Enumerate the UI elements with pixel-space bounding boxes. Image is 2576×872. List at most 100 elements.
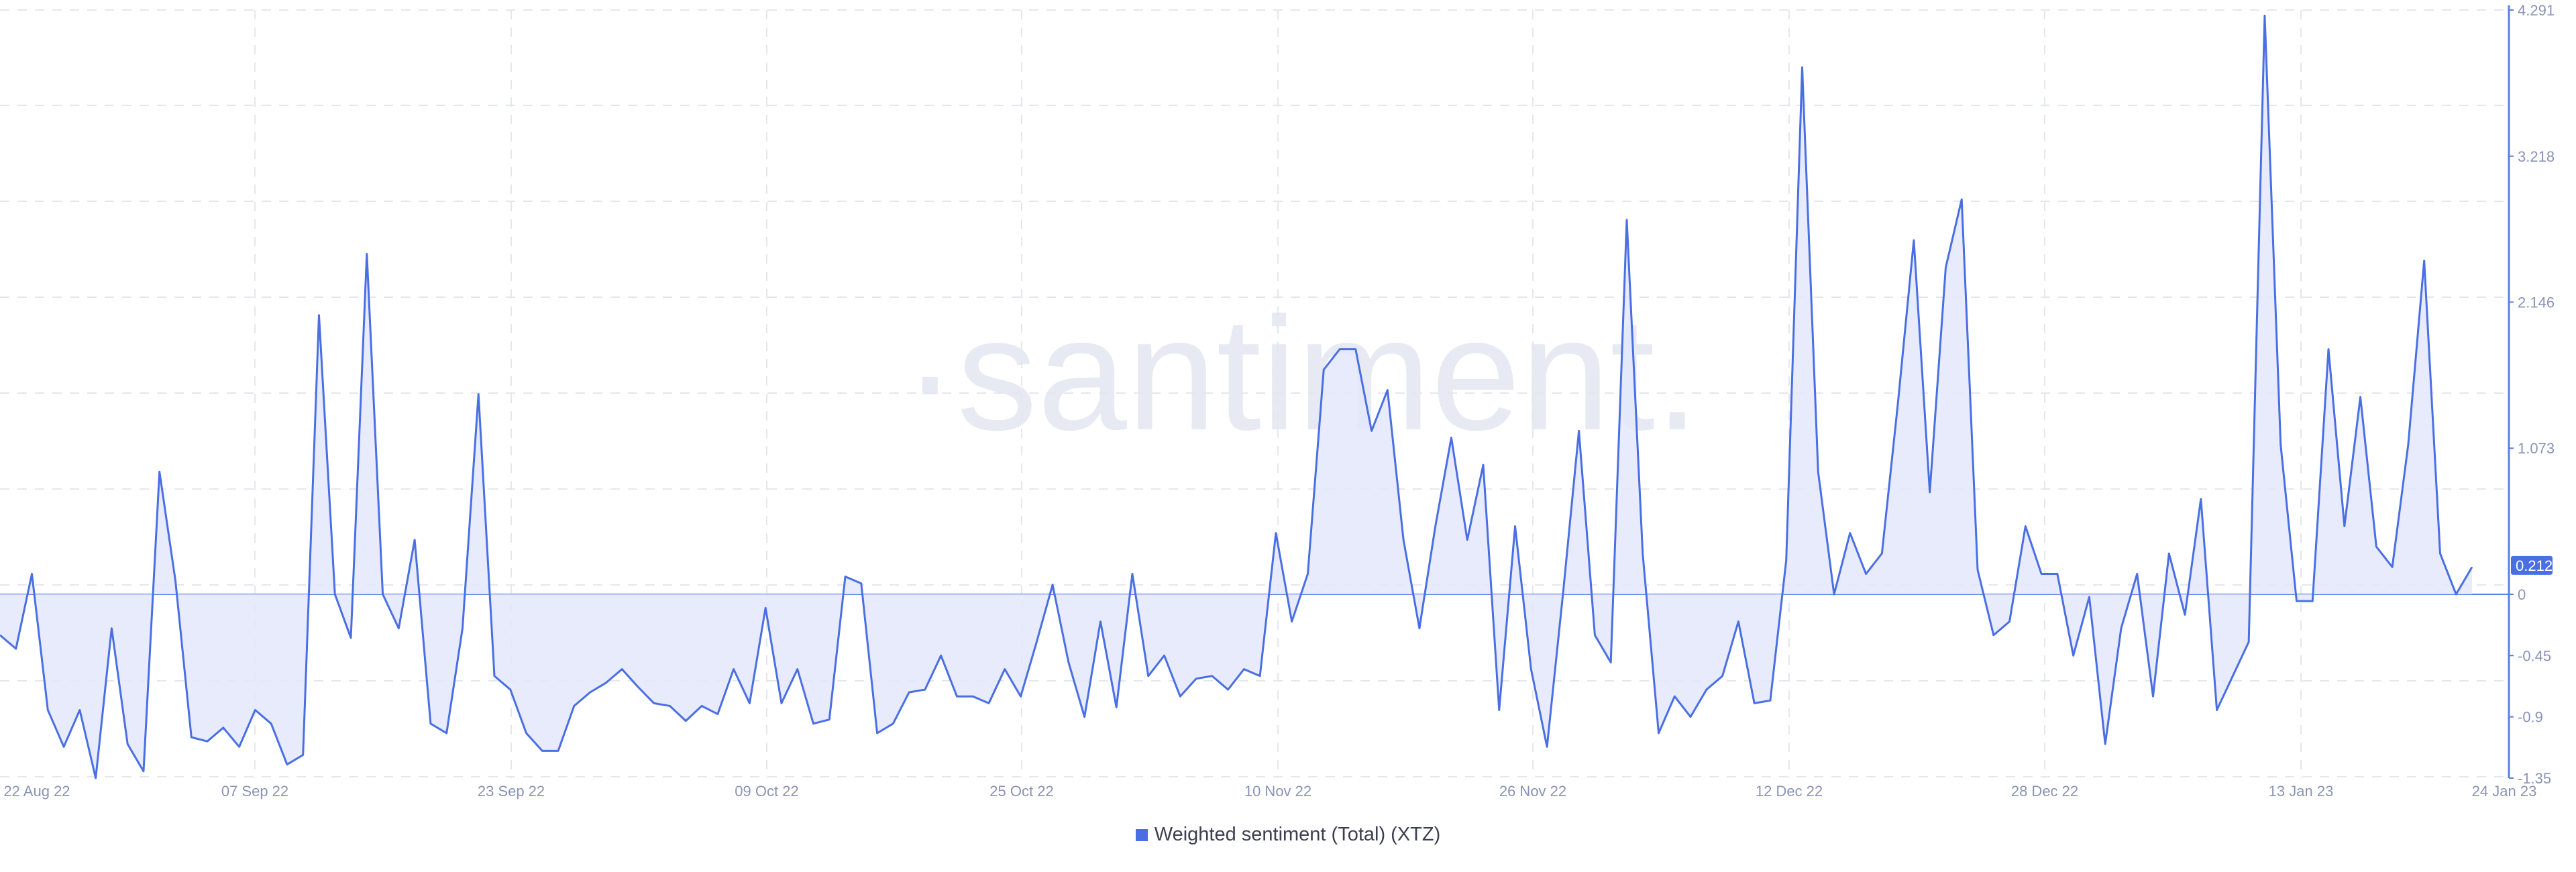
data-point [2184,613,2186,616]
x-tick-label: 09 Oct 22 [735,783,798,800]
data-point [1338,348,1341,351]
data-point [2231,675,2234,677]
data-point [493,675,496,677]
series-line[interactable] [0,14,2473,779]
data-point [1721,675,1724,677]
data-point [2008,620,2011,623]
data-point [1099,620,1102,623]
data-point [653,702,655,704]
y-axis-ticks: 4.291 3.218 2.146 1.073 0 -0.45 -0.9 -1.35 [2509,2,2555,787]
data-point [876,732,879,734]
data-point [1689,716,1692,718]
data-point [1833,593,1835,596]
data-point [764,606,767,609]
data-point [2327,348,2330,351]
data-point [15,647,17,650]
legend-swatch [1135,829,1148,841]
data-point [206,740,209,743]
data-point [2343,525,2346,527]
data-point [1418,627,1421,630]
data-point [1737,620,1739,623]
data-point [1801,66,1803,68]
data-point [1195,677,1197,680]
data-point [1020,695,1022,698]
data-point [461,627,464,630]
data-point [684,720,687,722]
data-point [1817,470,1819,473]
data-point [509,688,512,691]
y-tick-label: -1.35 [2518,770,2551,787]
data-point [2375,545,2377,548]
data-point [110,627,113,630]
data-point [700,704,703,707]
x-gridlines [254,10,2302,778]
data-point [525,732,528,734]
data-point [254,709,256,712]
data-point [1450,437,1452,439]
data-point [286,763,288,766]
data-point [1306,573,1309,576]
data-point [621,668,623,671]
data-point [828,718,830,721]
x-tick-label: 28 Dec 22 [2011,783,2078,800]
data-point [333,593,336,596]
data-point [1785,559,1788,561]
data-point [1115,706,1118,708]
data-point [2072,654,2075,657]
data-point [2423,260,2426,262]
data-point [1322,368,1325,371]
data-point [971,695,974,698]
data-point [2216,709,2218,712]
data-point [302,753,305,756]
x-axis-ticks: 22 Aug 22 07 Sep 22 23 Sep 22 09 Oct 22 25 O… [3,783,2536,800]
y-tick-label: 4.291 [2518,2,2555,19]
x-tick-label: 25 Oct 22 [989,783,1053,800]
data-point [1593,634,1596,637]
data-point [2136,573,2139,576]
data-point [62,745,65,748]
data-point [573,704,576,707]
data-point [2120,627,2123,630]
y-tick-label: 0 [2518,586,2526,603]
data-point [955,695,958,698]
data-point [2455,593,2457,596]
x-tick-label: 12 Dec 22 [1756,783,1823,800]
data-point [317,314,320,317]
data-point [987,702,990,704]
y-tick-label: 1.073 [2518,440,2555,457]
data-point [1179,695,1181,698]
y-tick-label: 2.146 [2518,294,2555,311]
data-point [1227,688,1230,691]
data-point [2104,743,2106,745]
data-point [796,668,799,671]
data-point [2152,695,2155,698]
data-point [238,745,241,748]
data-point [2295,600,2298,602]
data-point [669,704,672,707]
data-point [1546,745,1548,748]
data-point [1354,348,1357,351]
data-point [892,722,894,725]
data-point [1035,641,1038,643]
data-point [1625,219,1628,221]
data-point [1865,573,1868,576]
y-tick-label: -0.45 [2518,647,2551,664]
data-point [1004,668,1006,671]
data-point [31,573,34,576]
data-point [477,393,480,396]
data-point [716,713,719,716]
data-point [1147,675,1150,677]
data-point [1673,695,1676,698]
data-point [780,702,783,704]
data-point [1466,539,1468,541]
data-point [1258,675,1261,677]
data-point [413,539,416,541]
data-point [1578,429,1580,432]
data-point [1051,584,1054,586]
data-point [1402,539,1405,541]
y-tick-label: 3.218 [2518,148,2555,165]
data-point [1642,552,1644,555]
data-point [2407,443,2410,446]
data-point [1769,699,1772,702]
data-point [1944,266,1947,269]
